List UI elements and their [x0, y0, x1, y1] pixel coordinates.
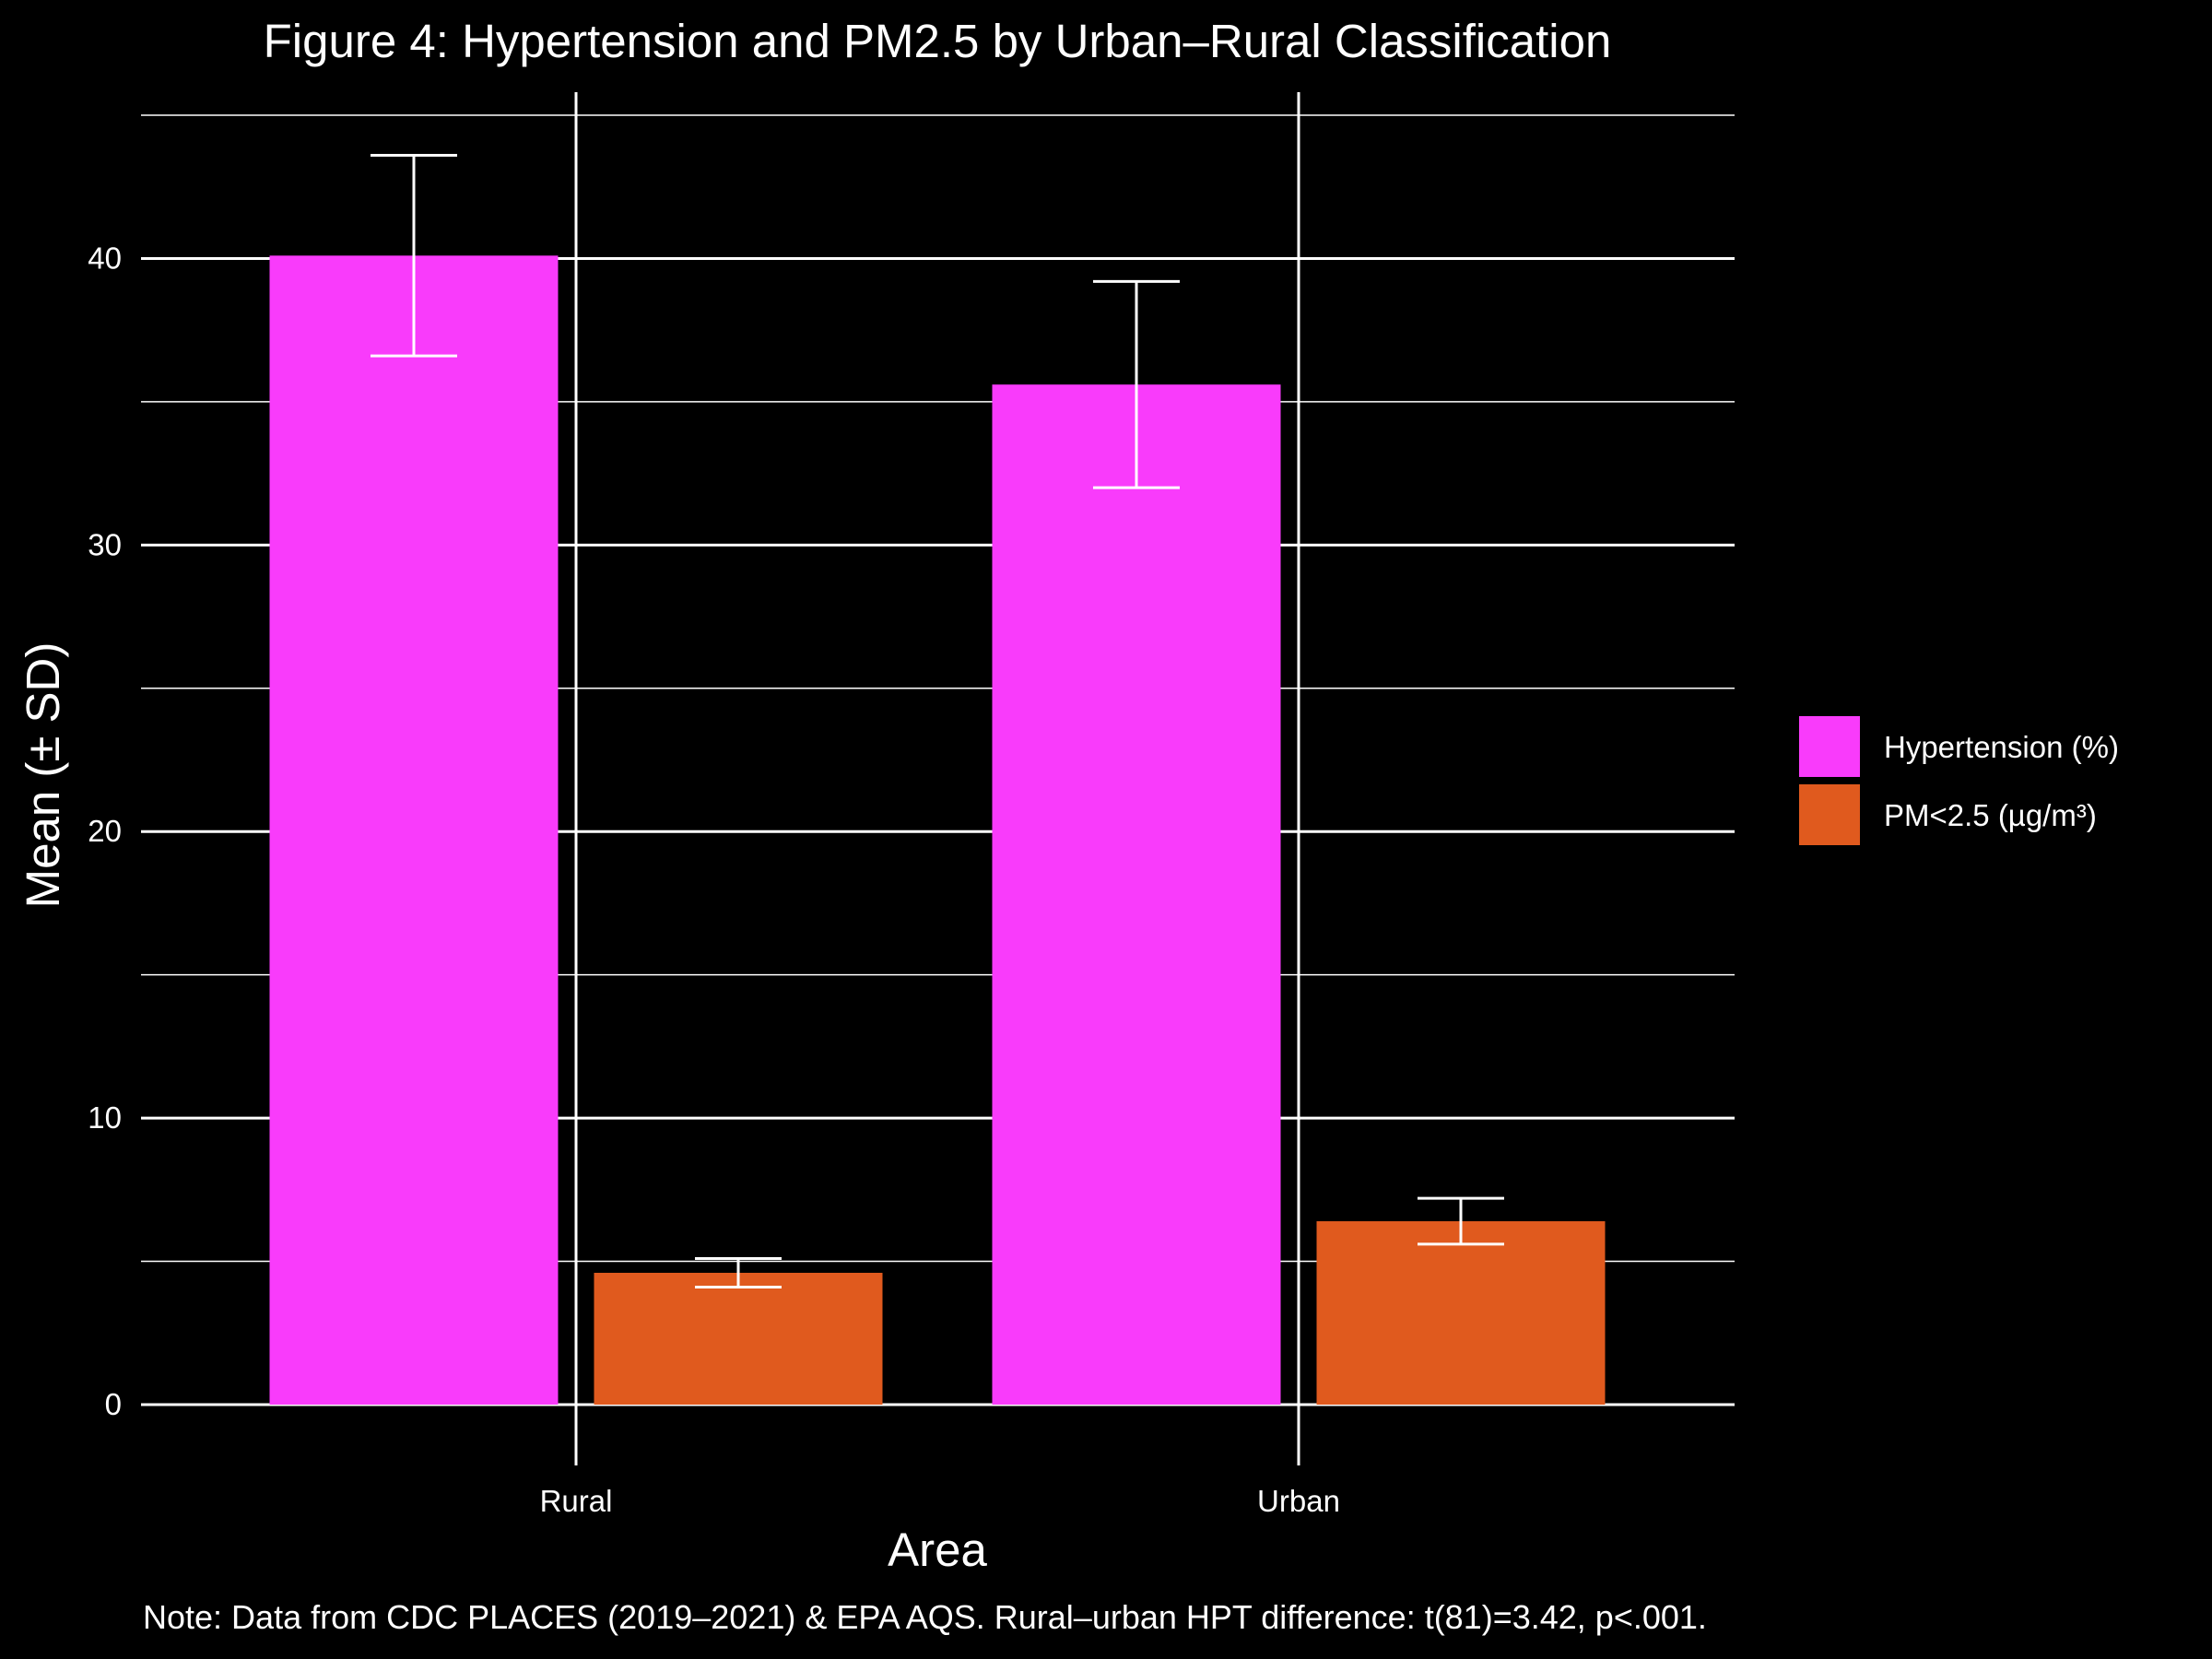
y-axis-ticks: 0 10 20 30 40 [88, 241, 122, 1421]
legend: Hypertension (%) PM<2.5 (µg/m³) [1799, 716, 2119, 845]
bar-rural-series-2 [594, 1272, 883, 1405]
y-tick-label: 0 [105, 1387, 122, 1421]
y-tick-label: 30 [88, 527, 122, 561]
legend-label-series-1: Hypertension (%) [1884, 730, 2119, 764]
y-tick-label: 20 [88, 814, 122, 848]
x-axis-title: Area [888, 1524, 987, 1576]
error-bars [371, 154, 1504, 1289]
legend-key-series-2 [1799, 784, 1860, 845]
x-tick-label-urban: Urban [1257, 1484, 1340, 1518]
bar-urban-series-1 [992, 384, 1281, 1405]
bars [269, 255, 1606, 1405]
x-tick-label-rural: Rural [540, 1484, 613, 1518]
legend-key-series-1 [1799, 716, 1860, 777]
y-tick-label: 10 [88, 1100, 122, 1135]
bar-urban-series-2 [1316, 1221, 1606, 1405]
chart-note: Note: Data from CDC PLACES (2019–2021) &… [143, 1598, 1707, 1636]
x-axis-ticks: Rural Urban [540, 1484, 1340, 1518]
y-tick-label: 40 [88, 241, 122, 275]
bar-rural-series-1 [269, 255, 559, 1405]
legend-label-series-2: PM<2.5 (µg/m³) [1884, 798, 2097, 832]
chart-title: Figure 4: Hypertension and PM2.5 by Urba… [264, 15, 1612, 67]
y-axis-title: Mean (± SD) [17, 642, 69, 909]
